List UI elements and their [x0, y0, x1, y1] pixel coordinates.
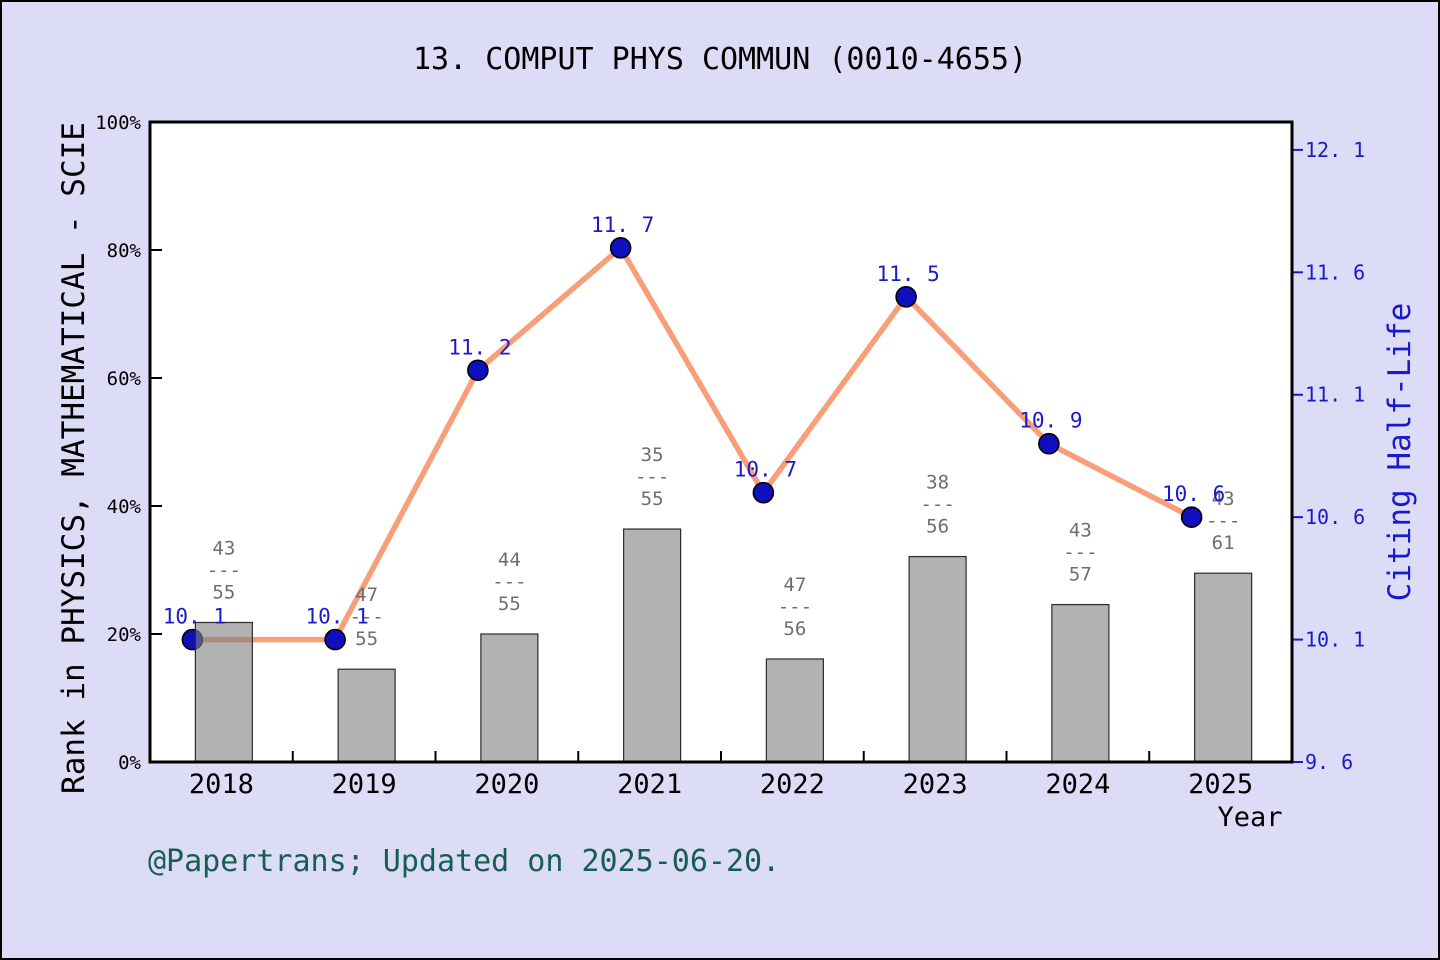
plot-frame	[148, 120, 1294, 764]
bar-2018	[194, 621, 253, 763]
year-label: 2018	[189, 769, 254, 800]
point-value-label: 11. 5	[877, 262, 940, 286]
left-tick-label: 40%	[107, 496, 142, 518]
bar-2019	[337, 668, 396, 763]
fraction-divider: ---	[1063, 542, 1097, 564]
fraction-divider: ---	[1206, 510, 1240, 532]
fraction-numerator: 47	[355, 584, 378, 606]
bar-2024	[1051, 603, 1110, 763]
right-tick-label: 10. 1	[1305, 628, 1365, 652]
right-tick-label: 12. 1	[1305, 138, 1365, 162]
bar-2020	[480, 633, 539, 763]
line-point-2020	[467, 359, 489, 382]
point-value-label: 10. 9	[1019, 409, 1082, 433]
plot-area	[150, 122, 1292, 762]
year-label: 2025	[1188, 769, 1253, 800]
fraction-divider: ---	[920, 494, 954, 516]
line-point-2025	[1180, 506, 1203, 528]
line-point-2021	[609, 237, 632, 259]
fraction-numerator: 35	[641, 444, 664, 466]
bar-2021	[623, 528, 682, 763]
fraction-numerator: 38	[926, 472, 949, 494]
point-value-label: 10. 1	[306, 605, 369, 629]
left-tick-label: 80%	[107, 240, 142, 262]
chart-title: 13. COMPUT PHYS COMMUN (0010-4655)	[412, 42, 1028, 77]
right-tick-label: 11. 1	[1305, 383, 1365, 407]
fraction-numerator: 43	[1069, 520, 1092, 542]
left-tick-label: 0%	[118, 752, 141, 774]
fraction-divider: ---	[207, 559, 241, 581]
fraction-denominator: 55	[212, 581, 235, 603]
fraction-denominator: 56	[926, 516, 949, 538]
bar-2025	[1194, 572, 1253, 763]
fraction-divider: ---	[349, 606, 383, 628]
fraction-denominator: 56	[783, 618, 806, 640]
right-tick-label: 10. 6	[1305, 505, 1365, 529]
halflife-line	[189, 245, 1195, 643]
year-label: 2021	[617, 769, 682, 800]
fraction-numerator: 43	[1212, 488, 1235, 510]
fraction-numerator: 47	[783, 574, 806, 596]
fraction-numerator: 44	[498, 549, 521, 571]
point-value-label: 10. 7	[734, 458, 797, 482]
point-value-label: 10. 6	[1162, 482, 1225, 506]
fraction-divider: ---	[492, 571, 526, 593]
left-tick-label: 100%	[95, 112, 141, 134]
left-tick-label: 60%	[107, 368, 142, 390]
line-point-2023	[895, 286, 917, 308]
footer-credit: @Papertrans; Updated on 2025-06-20.	[148, 844, 781, 879]
fraction-denominator: 57	[1069, 564, 1092, 586]
fraction-numerator: 43	[212, 537, 235, 559]
fraction-denominator: 55	[498, 593, 521, 615]
x-axis-title: Year	[1217, 802, 1283, 833]
bar-2022	[765, 658, 824, 763]
point-value-label: 11. 7	[591, 213, 654, 237]
line-point-2022	[752, 481, 775, 504]
fraction-divider: ---	[778, 596, 812, 618]
year-label: 2023	[903, 769, 968, 800]
left-tick-label: 20%	[107, 624, 142, 646]
year-label: 2019	[332, 769, 397, 800]
right-tick-label: 11. 6	[1305, 260, 1365, 284]
line-point-2024	[1038, 432, 1060, 455]
fraction-denominator: 61	[1212, 532, 1235, 554]
point-value-label: 10. 1	[163, 605, 226, 629]
year-label: 2022	[760, 769, 825, 800]
fraction-denominator: 55	[355, 628, 378, 650]
line-point-2019	[324, 628, 346, 651]
year-label: 2020	[474, 769, 539, 800]
bar-2023	[908, 555, 967, 763]
point-value-label: 11. 2	[448, 335, 511, 359]
right-tick-label: 9. 6	[1305, 750, 1353, 774]
fraction-denominator: 55	[641, 488, 664, 510]
fraction-divider: ---	[635, 466, 669, 488]
year-label: 2024	[1045, 769, 1110, 800]
